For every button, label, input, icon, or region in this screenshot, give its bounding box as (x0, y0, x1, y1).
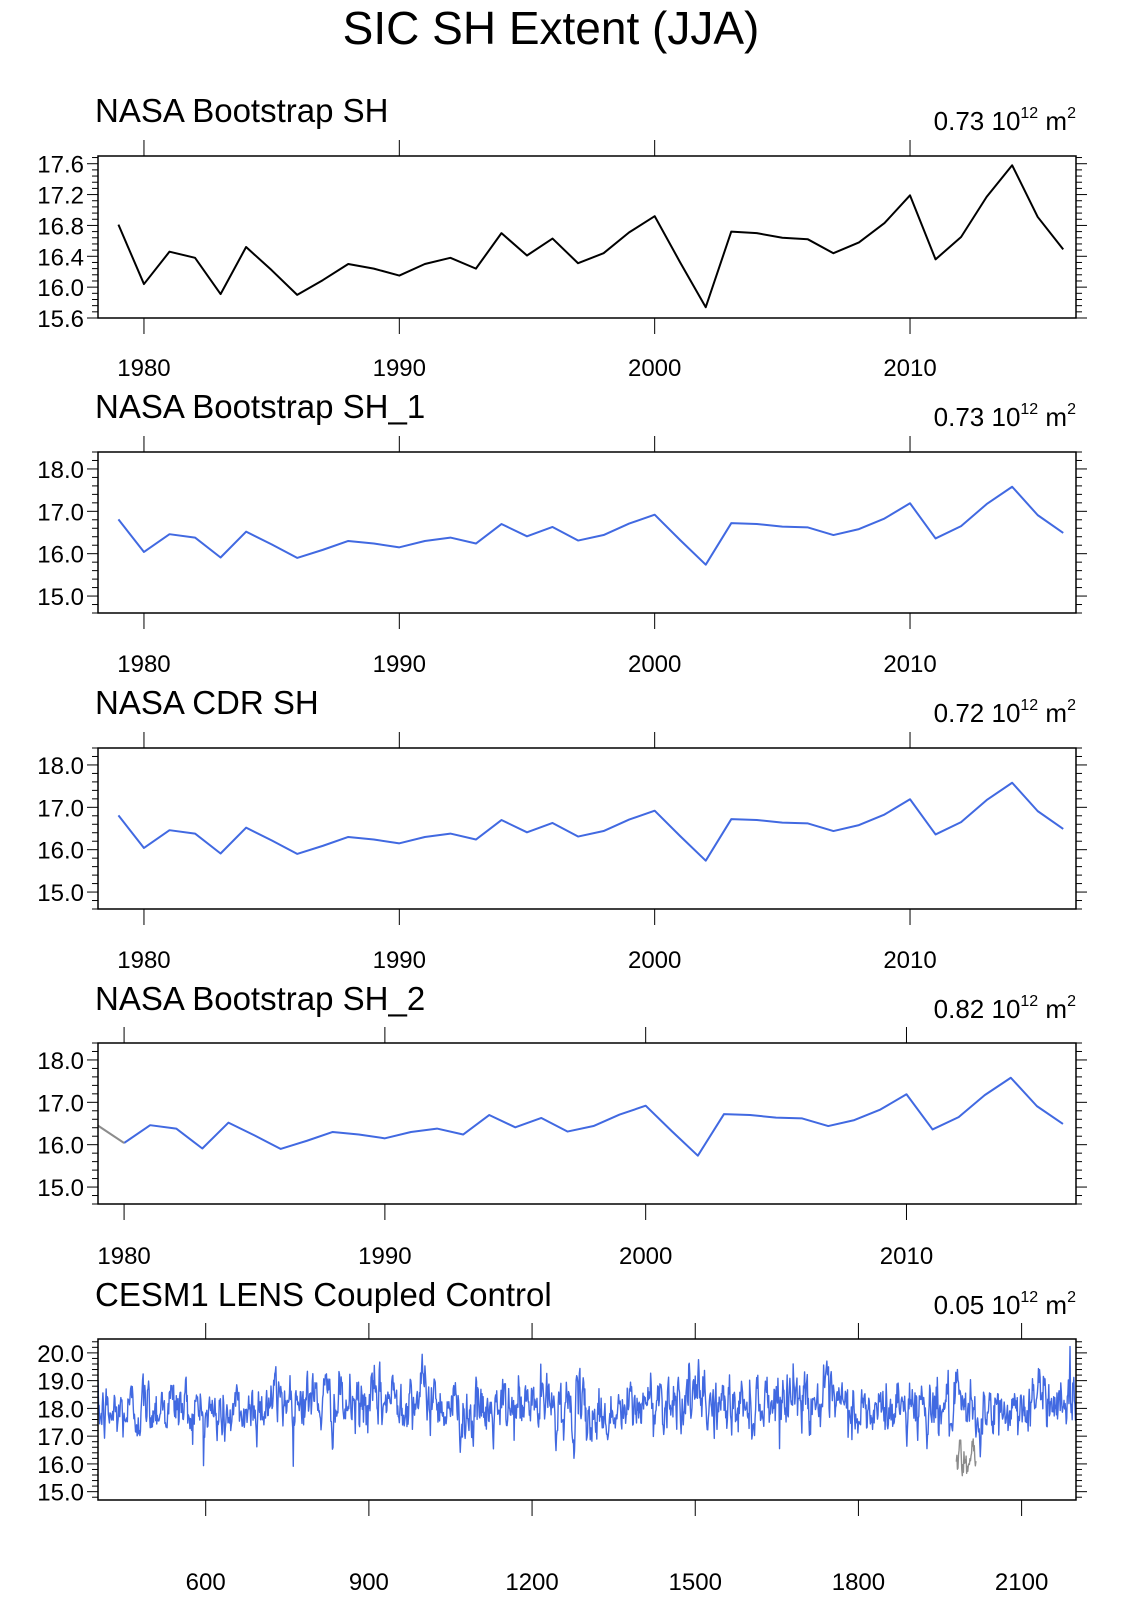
panel-stat-label: 0.82 1012 m2 (934, 993, 1076, 1024)
panel-title: NASA Bootstrap SH (95, 92, 388, 129)
x-tick-label: 1990 (373, 355, 426, 382)
y-tick-label: 20.0 (37, 1341, 84, 1368)
panel-stat-label: 0.05 1012 m2 (934, 1289, 1076, 1320)
y-tick-label: 17.0 (37, 1090, 84, 1117)
panel-stat-label: 0.73 1012 m2 (934, 105, 1076, 136)
y-tick-label: 15.6 (37, 306, 84, 333)
x-tick-label: 2100 (995, 1569, 1048, 1596)
chart-panel: NASA CDR SH 0.72 1012 m2 15.0 16.0 17.0 18.0 1… (37, 684, 1087, 974)
x-tick-label: 900 (349, 1569, 389, 1596)
chart-panel: NASA Bootstrap SH_1 0.73 1012 m2 15.0 16.0 1… (37, 388, 1087, 678)
series-group (98, 1076, 1064, 1157)
y-tick-label: 18.0 (37, 1396, 84, 1423)
plot-frame (97, 747, 1077, 910)
plot-frame (97, 451, 1077, 614)
figure-title: SIC SH Extent (JJA) (343, 2, 760, 54)
y-tick-label: 15.0 (37, 1480, 84, 1507)
overlay-series-line (955, 1438, 977, 1477)
panel-title: NASA CDR SH (95, 684, 319, 721)
plot-frame (97, 155, 1077, 319)
y-tick-label: 15.0 (37, 584, 84, 611)
x-tick-label: 2010 (883, 651, 936, 678)
x-tick-label: 1990 (373, 947, 426, 974)
y-tick-label: 15.0 (37, 880, 84, 907)
x-tick-label: 1800 (832, 1569, 885, 1596)
y-tick-label: 18.0 (37, 753, 84, 780)
x-tick-label: 1980 (117, 651, 170, 678)
x-tick-label: 1980 (97, 1243, 150, 1270)
x-tick-label: 2010 (883, 355, 936, 382)
y-tick-label: 16.0 (37, 275, 84, 302)
x-tick-label: 1980 (117, 355, 170, 382)
panel-stat-label: 0.72 1012 m2 (934, 697, 1076, 728)
x-tick-label: 2000 (628, 947, 681, 974)
y-tick-label: 18.0 (37, 1048, 84, 1075)
y-tick-label: 16.0 (37, 838, 84, 865)
panel-title: NASA Bootstrap SH_1 (95, 388, 425, 425)
y-tick-label: 18.0 (37, 457, 84, 484)
y-tick-label: 17.2 (37, 183, 84, 210)
series-group (98, 1345, 1076, 1477)
series-line (117, 781, 1064, 862)
panel-title: CESM1 LENS Coupled Control (95, 1276, 552, 1313)
chart-panel: NASA Bootstrap SH 0.73 1012 m2 15.6 16.0 16.… (37, 92, 1087, 382)
series-line (117, 164, 1065, 309)
series-line (117, 485, 1064, 566)
x-tick-label: 2000 (628, 355, 681, 382)
y-tick-label: 16.4 (37, 244, 84, 271)
series-line (98, 1345, 1076, 1467)
series-group (117, 485, 1064, 566)
y-tick-label: 16.0 (37, 542, 84, 569)
x-tick-label: 1990 (358, 1243, 411, 1270)
panel-title: NASA Bootstrap SH_2 (95, 980, 425, 1017)
x-tick-label: 1500 (669, 1569, 722, 1596)
panel-stat-label: 0.73 1012 m2 (934, 401, 1076, 432)
series-line (123, 1076, 1064, 1157)
y-tick-label: 17.6 (37, 152, 84, 179)
x-tick-label: 1980 (117, 947, 170, 974)
x-tick-label: 2010 (880, 1243, 933, 1270)
series-group (117, 781, 1064, 862)
chart-panel: NASA Bootstrap SH_2 0.82 1012 m2 15.0 16.0 1… (37, 980, 1087, 1270)
y-tick-label: 17.0 (37, 499, 84, 526)
x-tick-label: 600 (186, 1569, 226, 1596)
x-tick-label: 2010 (883, 947, 936, 974)
x-tick-label: 1990 (373, 651, 426, 678)
y-tick-label: 16.0 (37, 1452, 84, 1479)
y-tick-label: 19.0 (37, 1369, 84, 1396)
x-tick-label: 2000 (628, 651, 681, 678)
plot-frame (97, 1042, 1077, 1205)
y-tick-label: 16.8 (37, 213, 84, 240)
chart-panel: CESM1 LENS Coupled Control 0.05 1012 m2 15… (37, 1276, 1087, 1596)
y-tick-label: 17.0 (37, 1424, 84, 1451)
x-tick-label: 2000 (619, 1243, 672, 1270)
x-tick-label: 1200 (505, 1569, 558, 1596)
y-tick-label: 16.0 (37, 1133, 84, 1160)
overlay-series-line (98, 1124, 125, 1144)
y-tick-label: 17.0 (37, 795, 84, 822)
y-tick-label: 15.0 (37, 1175, 84, 1202)
series-group (117, 164, 1065, 309)
